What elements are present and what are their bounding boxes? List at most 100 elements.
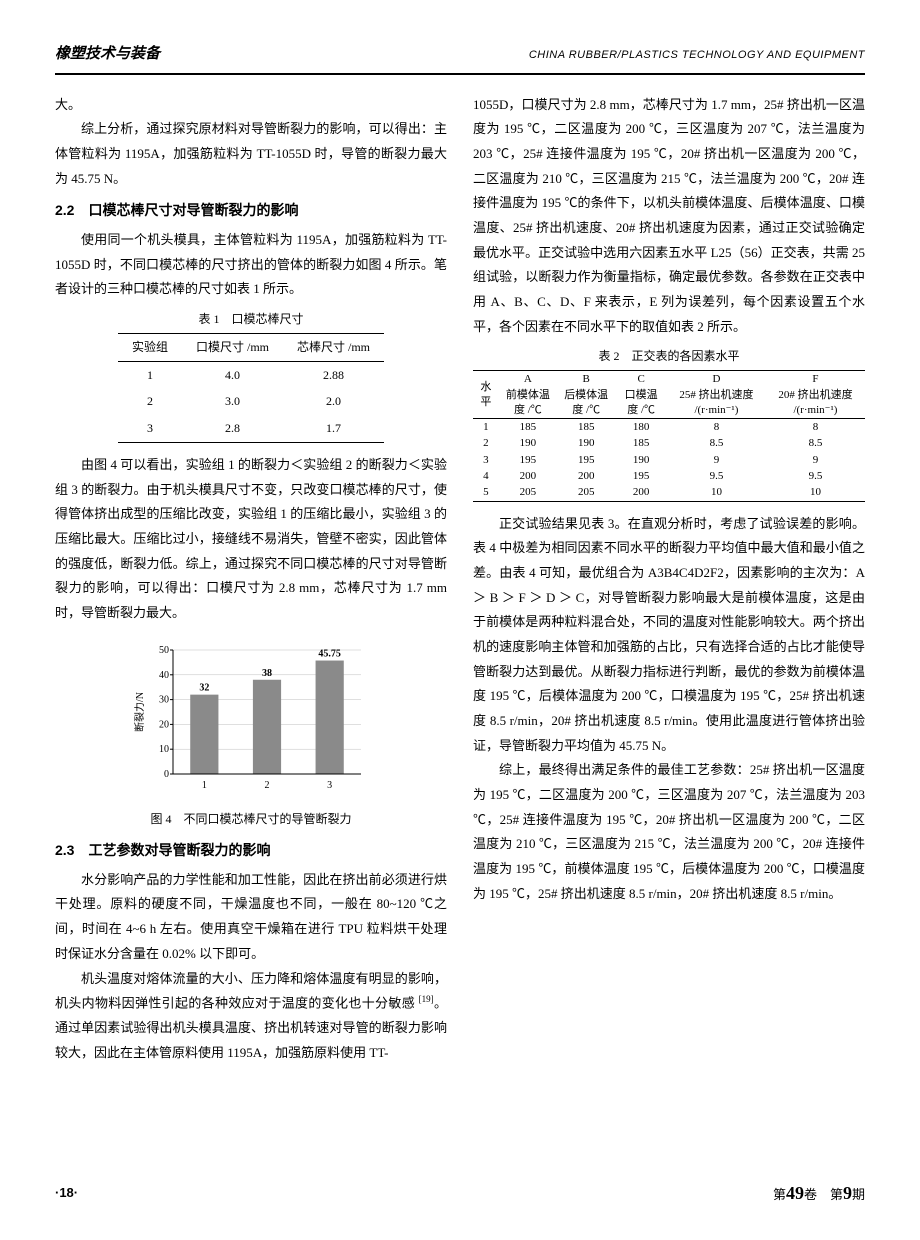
bar-value-label: 38: [262, 667, 272, 678]
table-header: D: [667, 371, 766, 388]
table-header: B: [557, 371, 615, 388]
table-cell: 185: [615, 435, 667, 451]
table-header: 20# 挤出机速度 /(r·min⁻¹): [766, 387, 865, 418]
section-heading: 2.3 工艺参数对导管断裂力的影响: [55, 837, 447, 864]
text-run: 期: [852, 1187, 865, 1202]
table-cell: 5: [473, 484, 499, 501]
table-cell: 185: [499, 419, 557, 436]
figure-4-chart: 0102030405032138245.753断裂力/N: [131, 636, 371, 805]
body-paragraph: 正交试验结果见表 3。在直观分析时，考虑了试验误差的影响。表 4 中极差为相同因…: [473, 512, 865, 759]
table-header: 芯棒尺寸 /mm: [283, 333, 384, 361]
table-cell: 205: [499, 484, 557, 501]
table-header: 口模尺寸 /mm: [182, 333, 283, 361]
table-cell: 10: [667, 484, 766, 501]
table-cell: 2.0: [283, 388, 384, 415]
table-cell: 1: [473, 419, 499, 436]
table-cell: 2.88: [283, 361, 384, 388]
y-tick-label: 0: [164, 769, 169, 780]
table-cell: 190: [615, 452, 667, 468]
table-header: 后模体温度 /℃: [557, 387, 615, 418]
page-number: ·18·: [55, 1181, 78, 1206]
table-cell: 190: [499, 435, 557, 451]
left-column: 大。 综上分析，通过探究原材料对导管断裂力的影响，可以得出：主体管粒料为 119…: [55, 93, 447, 1066]
table-cell: 9.5: [667, 468, 766, 484]
bar-chart-svg: 0102030405032138245.753断裂力/N: [131, 636, 371, 796]
bar: [190, 694, 218, 773]
body-paragraph: 1055D，口模尺寸为 2.8 mm，芯棒尺寸为 1.7 mm，25# 挤出机一…: [473, 93, 865, 340]
table-cell: 195: [615, 468, 667, 484]
table-cell: 1: [118, 361, 182, 388]
x-tick-label: 2: [265, 780, 270, 791]
body-paragraph: 使用同一个机头模具，主体管粒料为 1195A，加强筋粒料为 TT-1055D 时…: [55, 228, 447, 302]
table-2: 水平ABCDF 前模体温度 /℃后模体温度 /℃口模温度 /℃25# 挤出机速度 …: [473, 370, 865, 501]
text-run: 第: [773, 1187, 786, 1202]
table-cell: 9: [667, 452, 766, 468]
table-cell: 190: [557, 435, 615, 451]
body-paragraph: 由图 4 可以看出，实验组 1 的断裂力＜实验组 2 的断裂力＜实验组 3 的断…: [55, 453, 447, 626]
table-cell: 1.7: [283, 415, 384, 442]
y-tick-label: 50: [159, 645, 169, 656]
table-header: A: [499, 371, 557, 388]
bar: [253, 679, 281, 773]
table-cell: 10: [766, 484, 865, 501]
table-cell: 8.5: [667, 435, 766, 451]
volume-issue: 第49卷 第9期: [773, 1176, 865, 1210]
table-header: 口模温度 /℃: [615, 387, 667, 418]
table-cell: 2: [473, 435, 499, 451]
section-number: 2.3: [55, 842, 74, 858]
bar-value-label: 32: [199, 682, 209, 693]
table-header: 25# 挤出机速度 /(r·min⁻¹): [667, 387, 766, 418]
table-cell: 3: [118, 415, 182, 442]
y-tick-label: 30: [159, 694, 169, 705]
volume-number: 49: [786, 1183, 804, 1203]
issue-number: 9: [843, 1183, 852, 1203]
table-1: 实验组口模尺寸 /mm芯棒尺寸 /mm 14.02.88 23.02.0 32.81.…: [118, 333, 384, 443]
y-tick-label: 10: [159, 744, 169, 755]
y-axis-label: 断裂力/N: [133, 692, 146, 732]
table-cell: 185: [557, 419, 615, 436]
journal-title-cn: 橡塑技术与装备: [55, 40, 160, 69]
x-tick-label: 1: [202, 780, 207, 791]
table-caption: 表 2 正交表的各因素水平: [473, 345, 865, 368]
table-cell: 3.0: [182, 388, 283, 415]
table-cell: 4.0: [182, 361, 283, 388]
table-cell: 195: [557, 452, 615, 468]
y-tick-label: 40: [159, 670, 169, 681]
table-cell: 2.8: [182, 415, 283, 442]
table-cell: 4: [473, 468, 499, 484]
table-cell: 205: [557, 484, 615, 501]
body-paragraph: 水分影响产品的力学性能和加工性能，因此在挤出前必须进行烘干处理。原料的硬度不同，…: [55, 868, 447, 967]
table-cell: 8: [667, 419, 766, 436]
table-cell: 2: [118, 388, 182, 415]
x-tick-label: 3: [327, 780, 332, 791]
table-cell: 3: [473, 452, 499, 468]
two-column-body: 大。 综上分析，通过探究原材料对导管断裂力的影响，可以得出：主体管粒料为 119…: [55, 93, 865, 1066]
right-column: 1055D，口模尺寸为 2.8 mm，芯棒尺寸为 1.7 mm，25# 挤出机一…: [473, 93, 865, 1066]
table-header: F: [766, 371, 865, 388]
table-cell: 195: [499, 452, 557, 468]
table-cell: 200: [499, 468, 557, 484]
table-cell: 9: [766, 452, 865, 468]
section-title: 工艺参数对导管断裂力的影响: [88, 842, 270, 858]
y-tick-label: 20: [159, 719, 169, 730]
figure-caption: 图 4 不同口模芯棒尺寸的导管断裂力: [55, 808, 447, 831]
table-header: 水平: [473, 371, 499, 419]
text-run: 卷 第: [804, 1187, 843, 1202]
table-header: 前模体温度 /℃: [499, 387, 557, 418]
bar: [316, 660, 344, 773]
table-header: 实验组: [118, 333, 182, 361]
body-paragraph: 综上，最终得出满足条件的最佳工艺参数：25# 挤出机一区温度为 195 ℃，二区…: [473, 758, 865, 906]
table-cell: 200: [615, 484, 667, 501]
table-header: C: [615, 371, 667, 388]
table-cell: 200: [557, 468, 615, 484]
section-heading: 2.2口模芯棒尺寸对导管断裂力的影响: [55, 197, 447, 224]
table-cell: 8: [766, 419, 865, 436]
table-cell: 8.5: [766, 435, 865, 451]
table-caption: 表 1 口模芯棒尺寸: [55, 308, 447, 331]
table-cell: 180: [615, 419, 667, 436]
body-paragraph: 综上分析，通过探究原材料对导管断裂力的影响，可以得出：主体管粒料为 1195A，…: [55, 117, 447, 191]
citation-ref: [19]: [419, 994, 434, 1004]
section-title: 口模芯棒尺寸对导管断裂力的影响: [88, 202, 298, 218]
text-run: 机头温度对熔体流量的大小、压力降和熔体温度有明显的影响，机头内物料因弹性引起的各…: [55, 971, 447, 1011]
table-cell: 9.5: [766, 468, 865, 484]
